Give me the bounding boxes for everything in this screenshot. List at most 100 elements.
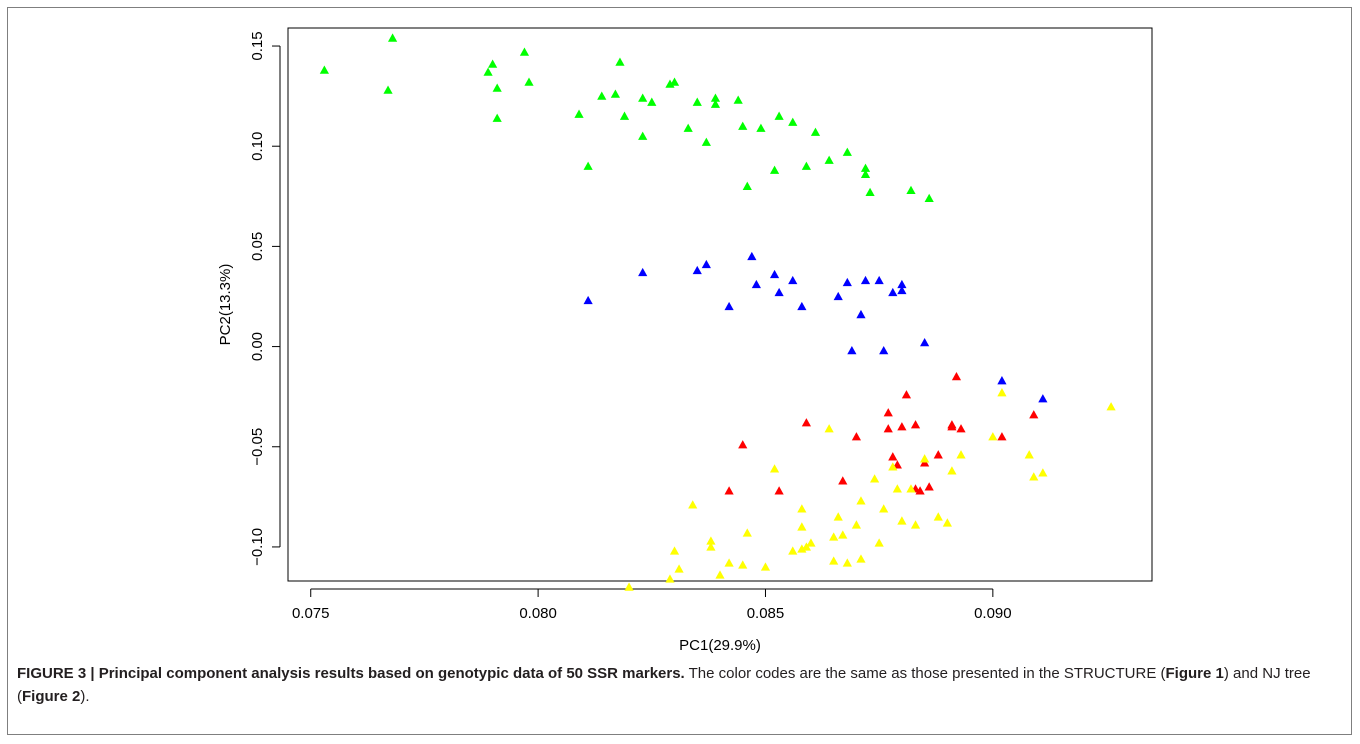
data-point xyxy=(788,117,798,126)
y-axis-label: PC2(13.3%) xyxy=(217,264,234,346)
series-2 xyxy=(724,372,1039,495)
data-point xyxy=(942,518,952,527)
data-point xyxy=(1038,394,1048,403)
data-point xyxy=(769,269,780,279)
x-tick-label: 0.080 xyxy=(519,605,557,622)
data-point xyxy=(988,432,998,441)
caption-label: FIGURE 3 | Principal component analysis … xyxy=(17,665,685,682)
data-point xyxy=(724,301,734,311)
data-point xyxy=(610,89,621,98)
data-point xyxy=(701,259,711,269)
data-point xyxy=(897,516,907,525)
data-point xyxy=(488,59,498,68)
data-point xyxy=(692,97,702,106)
data-point xyxy=(597,91,607,100)
data-point xyxy=(951,372,962,381)
data-point xyxy=(1024,450,1034,459)
data-point xyxy=(897,285,907,295)
caption-text-3: ). xyxy=(80,688,90,705)
data-point xyxy=(920,337,930,347)
data-point xyxy=(924,193,934,202)
data-point xyxy=(760,562,771,571)
data-point xyxy=(856,309,866,319)
data-point xyxy=(947,466,957,475)
data-point xyxy=(583,161,593,170)
caption-figure-2-link[interactable]: Figure 2 xyxy=(22,688,81,705)
figure-caption: FIGURE 3 | Principal component analysis … xyxy=(17,662,1337,708)
data-point xyxy=(801,418,811,427)
data-point xyxy=(788,275,798,285)
data-point xyxy=(647,97,657,106)
data-point xyxy=(706,542,716,551)
data-point xyxy=(997,376,1007,385)
data-point xyxy=(519,47,530,56)
data-point xyxy=(856,554,866,563)
data-point xyxy=(860,163,871,172)
x-axis-label: PC1(29.9%) xyxy=(679,637,761,654)
data-point xyxy=(842,558,852,567)
data-point xyxy=(742,181,752,190)
data-point xyxy=(683,123,693,132)
data-point xyxy=(751,279,761,289)
series-1 xyxy=(583,251,1048,403)
data-point xyxy=(797,522,807,531)
data-point xyxy=(924,482,934,491)
data-point xyxy=(774,287,784,297)
data-point xyxy=(856,496,866,505)
data-point xyxy=(851,520,862,529)
x-tick-label: 0.085 xyxy=(747,605,785,622)
data-point xyxy=(865,187,875,196)
data-point xyxy=(774,486,784,495)
data-point xyxy=(738,560,748,569)
data-point xyxy=(619,111,630,120)
data-point xyxy=(701,137,711,146)
data-point xyxy=(906,185,916,194)
data-point xyxy=(874,538,884,547)
data-point xyxy=(492,83,502,92)
data-point xyxy=(860,169,871,178)
data-point xyxy=(615,57,625,66)
data-point xyxy=(638,267,648,277)
data-point xyxy=(383,85,393,94)
data-point xyxy=(888,462,898,471)
data-point xyxy=(624,582,634,591)
data-point xyxy=(892,484,902,493)
caption-figure-1-link[interactable]: Figure 1 xyxy=(1165,665,1224,682)
data-point xyxy=(851,432,862,441)
data-point xyxy=(833,512,843,521)
data-point xyxy=(724,486,734,495)
plot-area xyxy=(287,27,1153,582)
data-point xyxy=(879,504,889,513)
data-point xyxy=(956,450,966,459)
x-tick-label: 0.075 xyxy=(292,605,330,622)
data-point xyxy=(797,504,807,513)
data-point xyxy=(956,424,966,433)
x-tick-label: 0.090 xyxy=(974,605,1012,622)
data-point xyxy=(756,123,766,132)
data-point xyxy=(1029,410,1039,419)
data-point xyxy=(883,424,893,433)
data-point xyxy=(669,77,680,86)
y-tick-label: 0.15 xyxy=(249,31,266,60)
data-point xyxy=(933,512,943,521)
data-point xyxy=(842,147,852,156)
data-point xyxy=(910,520,921,529)
data-point xyxy=(674,564,684,573)
data-point xyxy=(1029,472,1039,481)
data-point xyxy=(706,536,716,545)
series-0 xyxy=(319,33,934,202)
data-point xyxy=(638,93,648,102)
data-point xyxy=(574,109,584,118)
data-point xyxy=(897,279,907,289)
data-point xyxy=(901,390,912,399)
data-point xyxy=(669,546,680,555)
y-tick-label: 0.05 xyxy=(249,232,266,261)
data-points xyxy=(319,33,1116,591)
data-point xyxy=(810,127,821,136)
data-point xyxy=(833,291,843,301)
data-point xyxy=(997,432,1007,441)
caption-text-2: ) and NJ tree ( xyxy=(17,665,1311,705)
data-point xyxy=(847,345,857,355)
data-point xyxy=(879,345,889,355)
data-point xyxy=(910,420,921,429)
